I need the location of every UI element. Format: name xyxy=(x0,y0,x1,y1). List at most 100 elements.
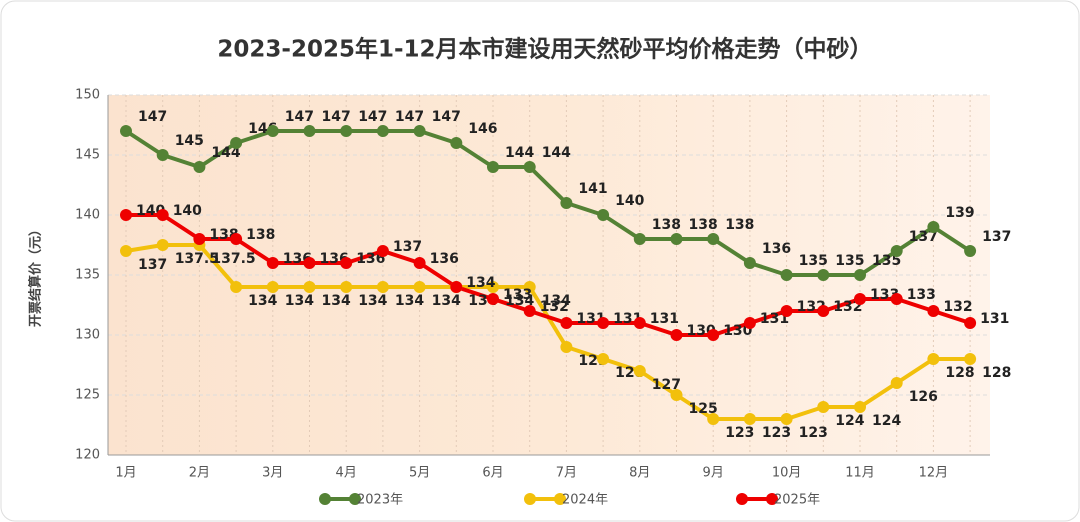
y-tick-label: 140 xyxy=(75,208,100,223)
data-label: 134 xyxy=(285,293,314,309)
data-point xyxy=(743,413,756,425)
data-point xyxy=(340,281,353,293)
data-label: 123 xyxy=(725,425,754,441)
data-label: 124 xyxy=(835,413,864,429)
data-label: 130 xyxy=(723,323,752,339)
x-tick-label: 7月 xyxy=(556,466,577,481)
data-label: 141 xyxy=(578,181,607,197)
data-label: 138 xyxy=(652,217,681,233)
data-label: 137 xyxy=(138,257,167,273)
data-label: 146 xyxy=(468,121,497,137)
data-label: 134 xyxy=(248,293,277,309)
data-point xyxy=(780,305,793,317)
legend-marker xyxy=(319,493,331,505)
chart-title: 2023-2025年1-12月本市建设用天然砂平均价格走势（中砂） xyxy=(217,36,872,63)
y-tick-label: 150 xyxy=(75,88,100,103)
y-axis-label: 开票结算价（元） xyxy=(28,223,44,327)
data-point xyxy=(707,329,720,341)
data-point xyxy=(743,257,756,269)
data-label: 135 xyxy=(872,253,901,269)
data-point xyxy=(597,353,610,365)
data-label: 138 xyxy=(246,227,275,243)
data-point xyxy=(193,161,206,173)
data-label: 133 xyxy=(503,287,532,303)
data-point xyxy=(487,293,499,305)
data-label: 131 xyxy=(760,311,789,327)
data-label: 147 xyxy=(358,109,387,125)
data-point xyxy=(597,317,610,329)
data-point xyxy=(376,125,389,137)
data-label: 147 xyxy=(322,109,351,125)
data-label: 137 xyxy=(982,229,1011,245)
data-label: 128 xyxy=(945,365,974,381)
data-label: 135 xyxy=(835,253,864,269)
legend-label: 2024年 xyxy=(562,493,608,508)
y-tick-label: 125 xyxy=(75,388,100,403)
data-label: 134 xyxy=(432,293,461,309)
x-tick-label: 9月 xyxy=(703,466,724,481)
data-point xyxy=(120,245,132,257)
data-label: 132 xyxy=(540,299,569,315)
data-label: 140 xyxy=(615,193,644,209)
data-label: 144 xyxy=(505,145,534,161)
data-point xyxy=(633,317,646,329)
data-point xyxy=(230,137,243,149)
x-tick-label: 12月 xyxy=(919,466,949,481)
data-point xyxy=(303,281,316,293)
data-point xyxy=(413,257,426,269)
data-label: 132 xyxy=(833,299,862,315)
data-point xyxy=(120,209,132,221)
data-point xyxy=(670,233,683,245)
x-tick-label: 6月 xyxy=(482,466,503,481)
data-point xyxy=(927,305,940,317)
data-label: 139 xyxy=(945,205,974,221)
data-point xyxy=(266,257,279,269)
data-point xyxy=(964,317,977,329)
data-label: 134 xyxy=(542,293,571,309)
y-tick-label: 145 xyxy=(75,148,100,163)
data-point xyxy=(964,353,977,365)
data-point xyxy=(487,281,499,293)
data-label: 134 xyxy=(505,293,534,309)
data-label: 144 xyxy=(211,145,240,161)
data-label: 147 xyxy=(395,109,424,125)
data-point xyxy=(597,209,610,221)
legend-marker xyxy=(524,493,536,505)
data-point xyxy=(266,281,279,293)
data-point xyxy=(376,281,389,293)
data-label: 123 xyxy=(762,425,791,441)
data-point xyxy=(817,401,830,413)
data-point xyxy=(560,341,573,353)
data-point xyxy=(707,413,720,425)
x-tick-label: 1月 xyxy=(115,466,136,481)
data-label: 136 xyxy=(762,241,791,257)
data-point xyxy=(266,125,279,137)
data-label: 135 xyxy=(799,253,828,269)
data-point xyxy=(523,161,536,173)
series-line xyxy=(126,213,971,337)
data-point xyxy=(523,281,536,293)
data-label: 123 xyxy=(799,425,828,441)
data-point xyxy=(927,221,940,233)
data-label: 125 xyxy=(689,401,718,417)
data-label: 132 xyxy=(943,299,972,315)
data-point xyxy=(156,149,169,161)
data-label: 134 xyxy=(358,293,387,309)
data-point xyxy=(854,269,866,281)
data-point xyxy=(230,281,243,293)
data-label: 137 xyxy=(393,239,422,255)
legend-label: 2023年 xyxy=(357,493,403,508)
data-point xyxy=(927,353,940,365)
data-point xyxy=(450,137,463,149)
data-label: 128 xyxy=(982,365,1011,381)
data-label: 147 xyxy=(432,109,461,125)
data-point xyxy=(817,269,830,281)
data-label: 134 xyxy=(322,293,351,309)
data-point xyxy=(413,125,426,137)
x-tick-label: 2月 xyxy=(189,466,210,481)
data-point xyxy=(156,209,169,221)
data-point xyxy=(633,365,646,377)
x-tick-label: 10月 xyxy=(772,466,802,481)
data-label: 131 xyxy=(650,311,679,327)
legend-marker xyxy=(554,493,566,505)
